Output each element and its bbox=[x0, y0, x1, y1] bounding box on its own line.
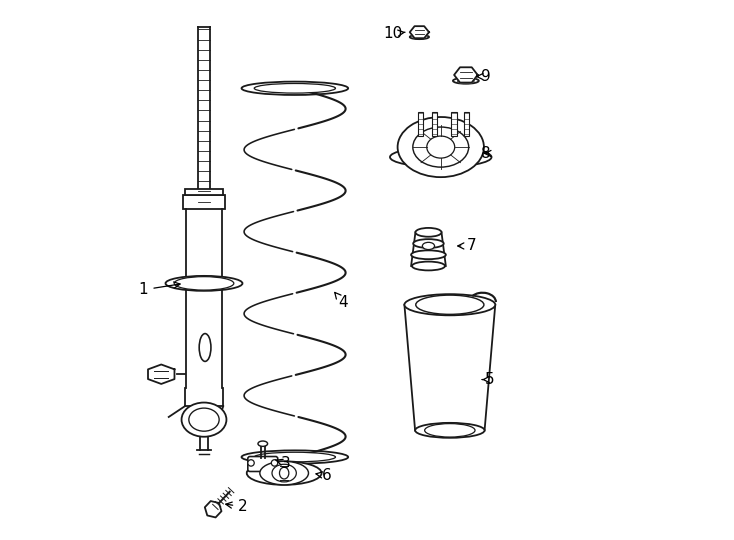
Bar bbox=[418, 112, 423, 136]
Ellipse shape bbox=[412, 261, 445, 271]
Text: 7: 7 bbox=[458, 239, 476, 253]
Ellipse shape bbox=[280, 467, 289, 479]
Polygon shape bbox=[205, 501, 222, 517]
Ellipse shape bbox=[413, 36, 426, 38]
Bar bbox=[432, 112, 437, 136]
Ellipse shape bbox=[241, 450, 348, 464]
Text: 6: 6 bbox=[316, 468, 332, 483]
Ellipse shape bbox=[189, 408, 219, 431]
Ellipse shape bbox=[453, 78, 479, 84]
Ellipse shape bbox=[415, 295, 484, 314]
Text: 8: 8 bbox=[482, 146, 491, 161]
FancyBboxPatch shape bbox=[248, 456, 277, 471]
Text: 2: 2 bbox=[226, 500, 248, 514]
Ellipse shape bbox=[174, 276, 234, 290]
Ellipse shape bbox=[457, 79, 474, 83]
Ellipse shape bbox=[413, 239, 444, 248]
Ellipse shape bbox=[181, 402, 227, 437]
Bar bbox=[464, 112, 469, 136]
Ellipse shape bbox=[413, 127, 469, 167]
Text: 4: 4 bbox=[335, 293, 348, 309]
Text: 5: 5 bbox=[482, 372, 495, 387]
Ellipse shape bbox=[422, 242, 435, 249]
Bar bbox=[451, 112, 457, 136]
Polygon shape bbox=[410, 26, 429, 38]
Polygon shape bbox=[404, 305, 495, 430]
Polygon shape bbox=[454, 68, 478, 83]
Ellipse shape bbox=[426, 136, 455, 158]
Ellipse shape bbox=[404, 294, 495, 315]
Ellipse shape bbox=[254, 84, 335, 93]
Ellipse shape bbox=[425, 423, 475, 437]
Text: 10: 10 bbox=[383, 26, 405, 41]
Bar bbox=[185, 189, 222, 195]
Ellipse shape bbox=[254, 452, 335, 462]
Ellipse shape bbox=[248, 460, 254, 466]
Bar bbox=[183, 195, 225, 208]
Ellipse shape bbox=[415, 228, 441, 237]
Ellipse shape bbox=[241, 82, 348, 95]
Ellipse shape bbox=[247, 461, 321, 485]
Ellipse shape bbox=[165, 276, 242, 291]
Text: 3: 3 bbox=[275, 456, 291, 471]
Ellipse shape bbox=[272, 464, 297, 482]
Ellipse shape bbox=[390, 147, 492, 167]
Ellipse shape bbox=[411, 251, 446, 259]
Text: 1: 1 bbox=[139, 282, 180, 298]
Polygon shape bbox=[148, 364, 175, 384]
Ellipse shape bbox=[410, 35, 429, 39]
Ellipse shape bbox=[260, 461, 308, 485]
Ellipse shape bbox=[398, 117, 484, 177]
Ellipse shape bbox=[415, 423, 484, 438]
Ellipse shape bbox=[272, 460, 277, 466]
Ellipse shape bbox=[199, 334, 211, 361]
Text: 9: 9 bbox=[477, 69, 490, 84]
Ellipse shape bbox=[258, 441, 268, 447]
